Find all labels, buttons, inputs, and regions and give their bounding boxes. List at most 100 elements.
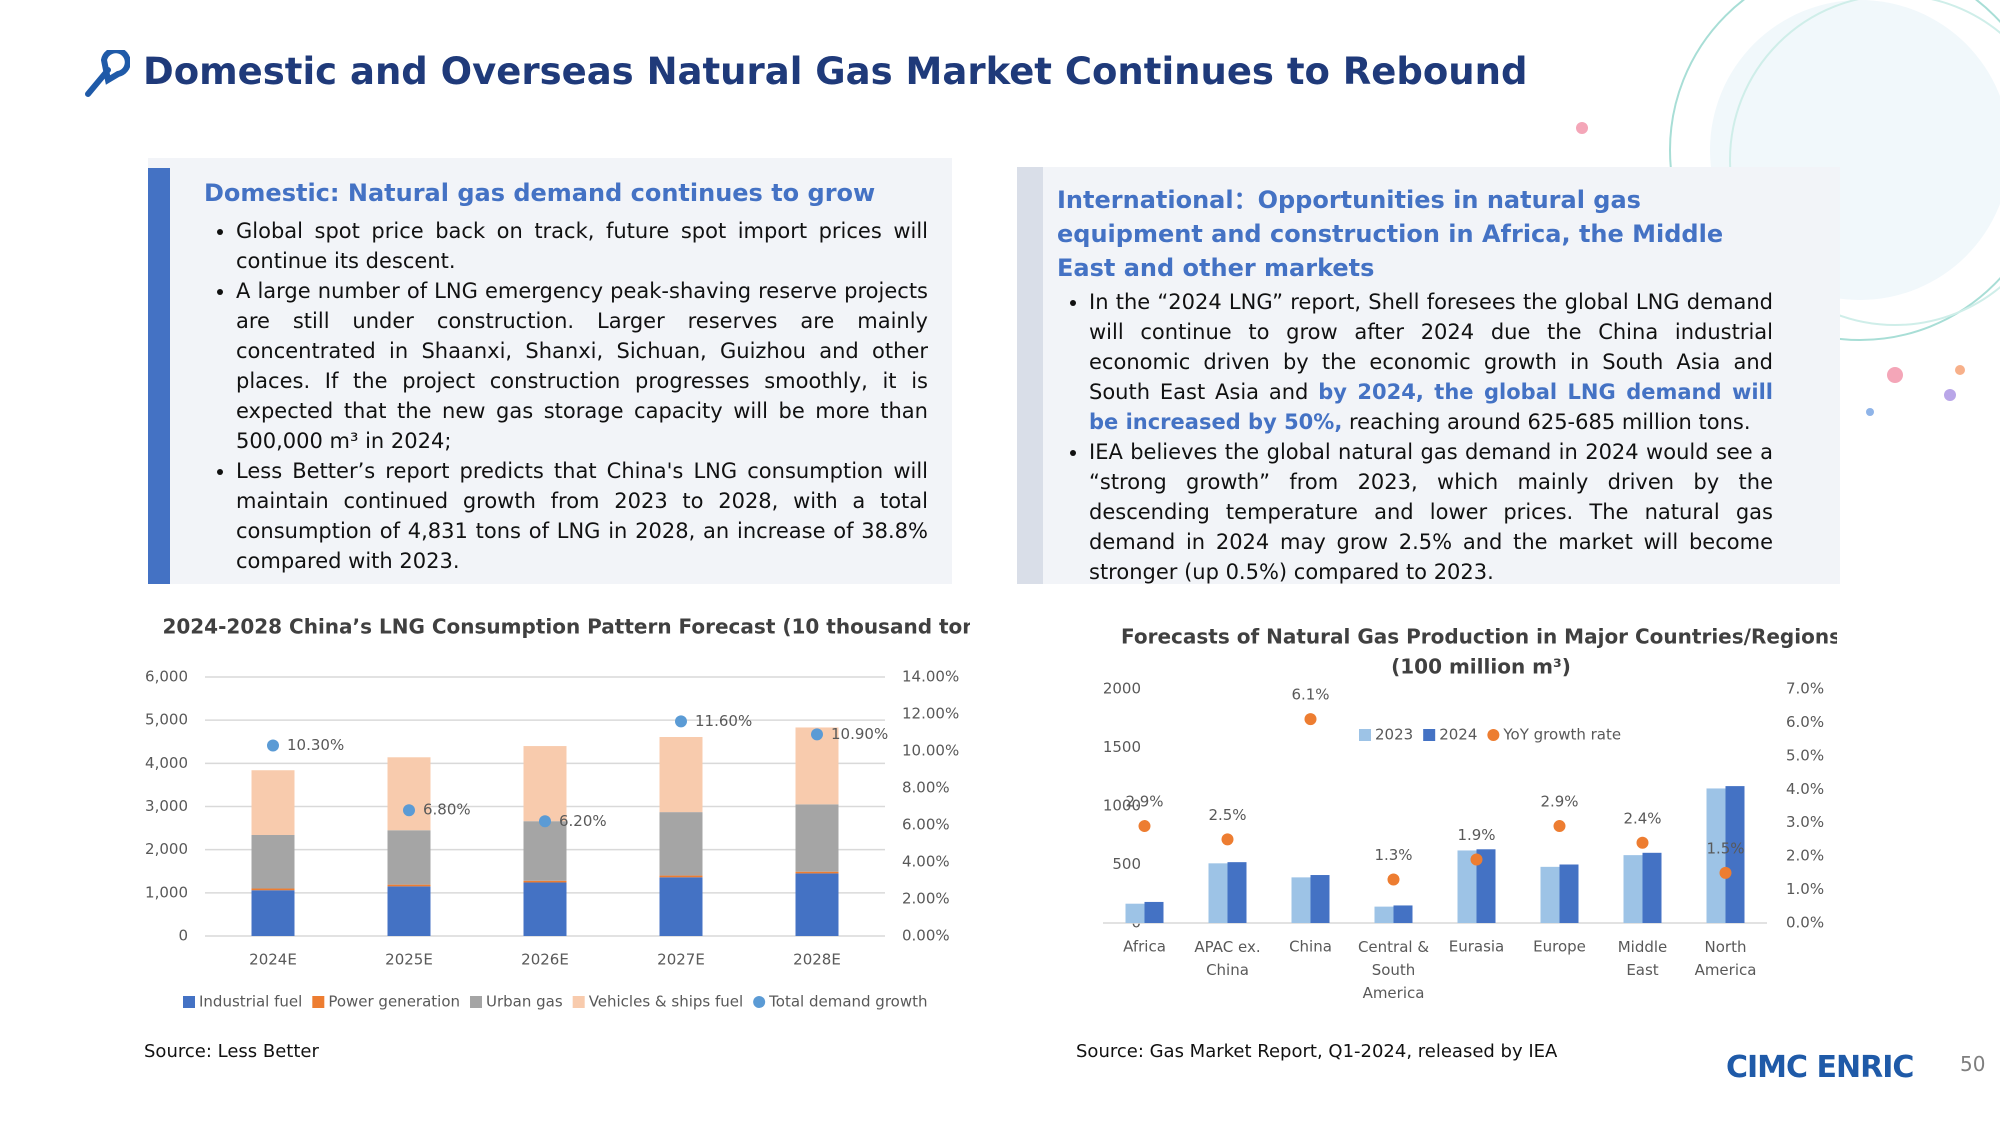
- international-panel: [1017, 167, 1840, 584]
- legend-marker: [572, 996, 585, 1008]
- y-tick-label: 3,000: [145, 797, 188, 815]
- bar-segment: [387, 757, 431, 831]
- legend-label: 2023: [1375, 726, 1413, 744]
- x-tick-label: 2027E: [657, 951, 705, 969]
- data-point: [1221, 833, 1234, 846]
- y2-tick-label: 14.00%: [902, 668, 959, 686]
- y-tick-label: 4,000: [145, 754, 188, 772]
- legend-marker: [1487, 729, 1500, 741]
- data-point: [1636, 836, 1649, 849]
- y-tick-label: 500: [1112, 855, 1141, 873]
- page-number: 50: [1960, 1052, 1986, 1076]
- bullet-list: In the “2024 LNG” report, Shell foresees…: [1057, 287, 1773, 587]
- bar-segment: [251, 770, 295, 835]
- x-tick-label: China: [1289, 938, 1332, 956]
- data-point: [1138, 820, 1151, 833]
- x-tick-label: North America: [1695, 938, 1757, 979]
- bar: [1642, 852, 1662, 923]
- y-tick-label: 0: [178, 927, 188, 945]
- accent-bar: [1017, 167, 1043, 584]
- y2-tick-label: 3.0%: [1786, 813, 1824, 831]
- bar-segment: [795, 871, 839, 874]
- domestic-text: Domestic: Natural gas demand continues t…: [204, 176, 928, 576]
- icon-path: [85, 50, 130, 97]
- bar: [1227, 862, 1247, 923]
- bar-segment: [659, 877, 703, 936]
- bar-segment: [659, 875, 703, 878]
- y-tick-label: 1,000: [145, 883, 188, 901]
- ring: [1729, 0, 2000, 326]
- data-label: 11.60%: [695, 712, 752, 730]
- bar: [1725, 786, 1745, 923]
- legend-marker: [1359, 729, 1371, 741]
- y2-tick-label: 4.0%: [1786, 780, 1824, 798]
- legend-marker: [753, 996, 766, 1008]
- bar-segment: [659, 737, 703, 813]
- source: Source: Less Better: [144, 1041, 319, 1062]
- data-label: 1.5%: [1706, 839, 1744, 857]
- bar-segment: [387, 884, 431, 887]
- data-label: 2.4%: [1623, 809, 1661, 827]
- data-label: 6.1%: [1291, 686, 1329, 704]
- bar-segment: [251, 888, 295, 891]
- bullet: A large number of LNG emergency peak-sha…: [236, 276, 928, 456]
- y-tick-label: 6,000: [145, 668, 188, 686]
- y-tick-label: 5,000: [145, 711, 188, 729]
- x-tick-label: APAC ex. China: [1194, 938, 1260, 979]
- bar: [1706, 788, 1726, 923]
- page-title: Domestic and Overseas Natural Gas Market…: [143, 50, 1528, 93]
- y2-tick-label: 4.00%: [902, 853, 950, 871]
- bullet-text: reaching around 625-685 million tons.: [1342, 410, 1751, 434]
- bar-segment: [523, 880, 567, 883]
- legend-label: YoY growth rate: [1502, 726, 1621, 744]
- dot: [1944, 389, 1956, 401]
- international-text: International：Opportunities in natural g…: [1057, 183, 1773, 587]
- bar: [1476, 849, 1496, 923]
- x-tick-label: Europe: [1533, 938, 1586, 956]
- data-point: [1553, 820, 1566, 833]
- data-point: [1304, 713, 1317, 726]
- x-tick-label: Middle East: [1618, 938, 1668, 979]
- chart: Forecasts of Natural Gas Production in M…: [1103, 625, 1837, 1002]
- bar-segment: [387, 830, 431, 885]
- ring: [1669, 0, 2000, 341]
- chart-subtitle: (100 million m³): [1391, 655, 1571, 679]
- data-point: [1387, 873, 1400, 886]
- data-point: [403, 804, 415, 817]
- x-tick-label: 2025E: [385, 951, 433, 969]
- company-logo: CIMC ENRIC: [1726, 1050, 1914, 1085]
- legend-label: Vehicles & ships fuel: [589, 993, 743, 1011]
- logo-icon: [85, 50, 130, 97]
- bar: [1559, 864, 1579, 923]
- data-point: [811, 728, 823, 741]
- chart: 2024-2028 China’s LNG Consumption Patter…: [145, 615, 970, 1011]
- y2-tick-label: 10.00%: [902, 742, 959, 760]
- legend-label: Total demand growth: [768, 993, 927, 1011]
- y-tick-label: 2,000: [145, 840, 188, 858]
- legend-marker: [1423, 729, 1436, 741]
- y2-tick-label: 6.0%: [1786, 713, 1824, 731]
- legend-label: 2024: [1439, 726, 1477, 744]
- bullet-text: In the “2024 LNG” report, Shell foresees…: [1089, 290, 1773, 404]
- x-tick-label: Central & South America: [1358, 938, 1429, 1002]
- bar-segment: [251, 834, 295, 889]
- bar: [1623, 855, 1643, 923]
- data-point: [1470, 853, 1483, 866]
- y2-tick-label: 12.00%: [902, 705, 959, 723]
- domestic-panel: [148, 158, 952, 584]
- bar: [1144, 901, 1164, 923]
- data-label: 10.90%: [831, 725, 888, 743]
- bar: [1310, 875, 1330, 923]
- bar: [1393, 905, 1413, 923]
- legend-label: Power generation: [328, 993, 460, 1011]
- bar: [1291, 877, 1311, 923]
- bullet: Less Better’s report predicts that China…: [236, 456, 928, 576]
- section-heading: Domestic: Natural gas demand continues t…: [204, 179, 876, 207]
- data-label: 6.80%: [423, 801, 471, 819]
- accent-bar: [148, 168, 170, 584]
- bar-segment: [795, 804, 839, 872]
- x-tick-label: 2026E: [521, 951, 569, 969]
- bullet: In the “2024 LNG” report, Shell foresees…: [1089, 287, 1773, 437]
- data-label: 1.9%: [1457, 826, 1495, 844]
- chart-title: 2024-2028 China’s LNG Consumption Patter…: [162, 615, 970, 639]
